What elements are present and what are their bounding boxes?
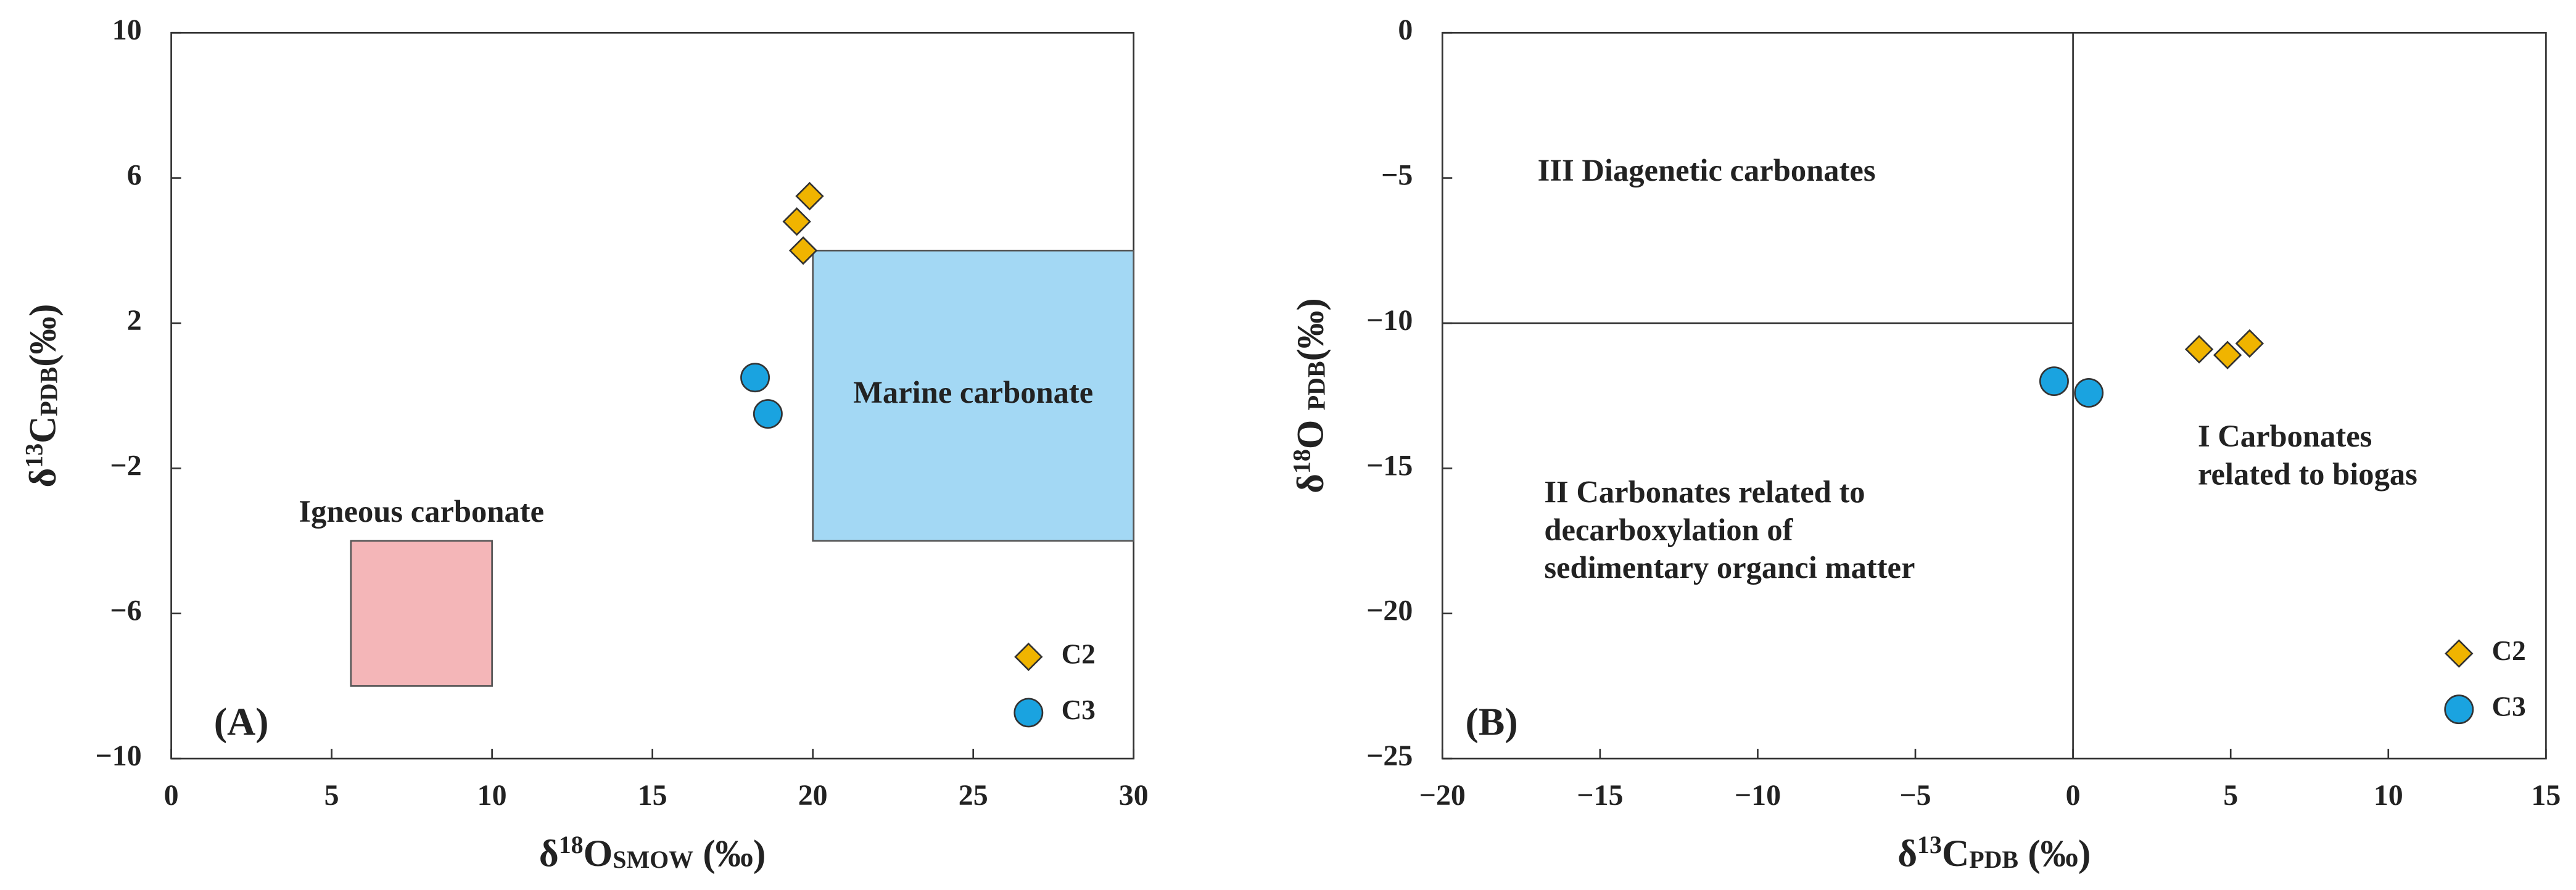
legend-label: C3 — [2492, 691, 2526, 722]
x-tick-label: 15 — [2531, 779, 2561, 812]
y-tick-label: −2 — [110, 449, 141, 482]
x-tick-label: 0 — [2066, 779, 2081, 812]
y-tick-label: 6 — [127, 159, 142, 192]
annotation: I Carbonates — [2198, 419, 2372, 453]
legend-label: C2 — [2492, 635, 2526, 666]
axis-label-part: δ — [539, 833, 559, 875]
y-tick-label: 2 — [127, 304, 142, 337]
diamond-point — [2235, 329, 2264, 358]
region-label: Igneous carbonate — [299, 494, 544, 529]
x-tick-label: 5 — [324, 779, 339, 812]
axis-label-part: PDB — [1303, 361, 1331, 410]
axis-label: δ13CPDB (‰) — [1897, 831, 2091, 875]
annotation: sedimentary organci matter — [1544, 550, 1915, 585]
region-label: Marine carbonate — [853, 375, 1093, 410]
diamond-point — [788, 236, 818, 265]
region — [350, 540, 493, 687]
axis-label-part: (‰) — [1290, 298, 1332, 361]
axis-label-part: PDB — [1969, 846, 2018, 873]
legend-marker — [2445, 639, 2474, 668]
x-tick-label: 10 — [477, 779, 507, 812]
annotation: decarboxylation of — [1544, 513, 1793, 547]
legend-label: C2 — [1062, 638, 1096, 669]
y-tick-label: −10 — [95, 740, 141, 772]
axis-label-part: 13 — [1917, 831, 1942, 859]
axis-label: δ18OSMOW (‰) — [539, 831, 766, 875]
axis-label-part: δ — [22, 468, 64, 488]
x-tick-label: 5 — [2223, 779, 2238, 812]
y-tick-label: −15 — [1366, 449, 1413, 482]
y-tick-label: −10 — [1366, 304, 1413, 337]
y-tick-label: −6 — [110, 595, 141, 627]
axis-label-part: C — [22, 416, 64, 443]
diamond-point — [2213, 340, 2242, 369]
axis-label-part: SMOW — [613, 846, 693, 873]
diamond-point — [2184, 335, 2214, 364]
circle-point — [740, 363, 770, 393]
x-tick-label: −20 — [1419, 779, 1466, 812]
diamond-point — [782, 207, 811, 236]
legend-label: C3 — [1062, 694, 1096, 725]
axis-label-part: 13 — [20, 443, 47, 468]
y-tick-label: 0 — [1398, 14, 1413, 46]
axis-label-part: 18 — [1288, 449, 1316, 474]
axis-label-part: δ — [1290, 474, 1332, 493]
annotation: related to biogas — [2198, 456, 2417, 491]
panel-label: (A) — [214, 699, 269, 743]
circle-point — [753, 399, 783, 429]
axis-label-part: δ — [1897, 833, 1917, 875]
axis-label-part: O — [1290, 410, 1332, 449]
region — [812, 249, 1135, 542]
legend-marker — [1013, 698, 1044, 728]
annotation: II Carbonates related to — [1544, 475, 1865, 509]
panel-label: (B) — [1466, 699, 1518, 743]
x-tick-label: 20 — [798, 779, 828, 812]
axis-label: δ13CPDB(‰) — [20, 304, 64, 488]
axis-label-part: (‰) — [693, 833, 766, 875]
x-tick-label: 10 — [2374, 779, 2403, 812]
diamond-point — [795, 181, 824, 211]
plot-frame — [1441, 31, 2547, 760]
x-tick-label: 15 — [638, 779, 667, 812]
y-tick-label: −5 — [1381, 159, 1413, 192]
x-tick-label: −5 — [1899, 779, 1931, 812]
x-tick-label: 30 — [1119, 779, 1149, 812]
y-tick-label: −20 — [1366, 595, 1413, 627]
legend-marker — [2444, 694, 2474, 725]
legend-marker — [1014, 642, 1043, 672]
y-tick-label: 10 — [112, 14, 142, 46]
axis-label-part: 18 — [559, 831, 584, 859]
annotation: III Diagenetic carbonates — [1538, 153, 1876, 187]
x-tick-label: 25 — [959, 779, 988, 812]
axis-label-part: C — [1942, 833, 1969, 875]
x-tick-label: −10 — [1735, 779, 1781, 812]
axis-label-part: (‰) — [22, 304, 64, 367]
y-tick-label: −25 — [1366, 740, 1413, 772]
x-tick-label: 0 — [164, 779, 179, 812]
circle-point — [2039, 366, 2069, 397]
circle-point — [2074, 377, 2104, 408]
x-tick-label: −15 — [1577, 779, 1623, 812]
axis-label-part: (‰) — [2018, 833, 2091, 875]
axis-label-part: O — [584, 833, 613, 875]
axis-label-part: PDB — [35, 367, 62, 416]
axis-label: δ18O PDB(‰) — [1288, 298, 1332, 493]
